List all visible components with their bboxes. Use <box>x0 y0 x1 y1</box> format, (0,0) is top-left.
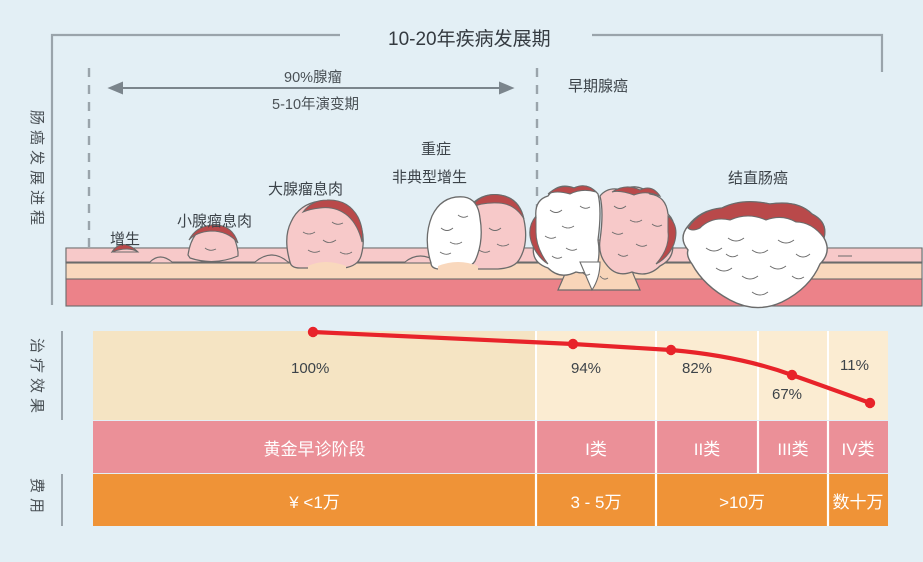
evolution-arrow <box>107 81 515 95</box>
cost-cell-iv: 数十万 <box>832 492 884 512</box>
cost-cell-i: 3 - 5万 <box>570 492 622 512</box>
arrow-label-top: 90%腺瘤 <box>284 70 343 86</box>
stage-cell-iv: IV类 <box>841 439 875 459</box>
survival-value-3: 67% <box>772 386 803 403</box>
lesion-label-dysplasia: 非典型增生 <box>392 169 468 186</box>
page-title: 10-20年疾病发展期 <box>388 29 551 50</box>
stage-cell-iii: III类 <box>777 439 809 459</box>
survival-value-4: 11% <box>840 357 869 374</box>
stage-cell-i: I类 <box>585 439 607 459</box>
lesion-large-polyp <box>286 199 364 270</box>
survival-value-2: 82% <box>682 360 713 377</box>
lesion-small-polyp <box>187 224 239 263</box>
lesion-label-colorectal-cancer: 结直肠癌 <box>728 170 789 187</box>
lesion-severe-dysplasia <box>426 193 527 270</box>
lesion-label-large-polyp: 大腺瘤息肉 <box>268 181 344 198</box>
cost-cell-ii-iii: >10万 <box>719 492 765 512</box>
curve-points <box>307 326 876 409</box>
bracket <box>50 33 884 305</box>
lesion-early-adenocarcinoma <box>529 185 677 292</box>
lesion-label-severe: 重症 <box>421 141 452 158</box>
stage-cell-golden: 黄金早诊阶段 <box>263 439 366 459</box>
lesion-label-small-polyp: 小腺瘤息肉 <box>177 213 253 230</box>
lesion-hyperplasia <box>110 243 140 254</box>
stage-cell-ii: II类 <box>693 439 721 459</box>
survival-value-1: 94% <box>571 360 602 377</box>
axis-label-treatment-effect: 治疗效果 <box>28 338 45 419</box>
stage-band <box>93 421 888 473</box>
axis-label-cost: 费用 <box>28 478 45 519</box>
cost-band <box>93 474 888 526</box>
treatment-effect-band <box>93 331 888 420</box>
cost-cell-golden: ¥ <1万 <box>289 492 340 512</box>
lesion-label-early-adenocarcinoma: 早期腺癌 <box>568 78 629 95</box>
axis-label-progression: 肠癌发展进程 <box>28 110 45 231</box>
lesion-label-hyperplasia: 增生 <box>110 231 141 248</box>
survival-value-0: 100% <box>291 360 330 377</box>
lesion-colorectal-cancer <box>682 201 852 309</box>
survival-curve <box>307 326 876 409</box>
arrow-label-bottom: 5-10年演变期 <box>272 97 360 113</box>
